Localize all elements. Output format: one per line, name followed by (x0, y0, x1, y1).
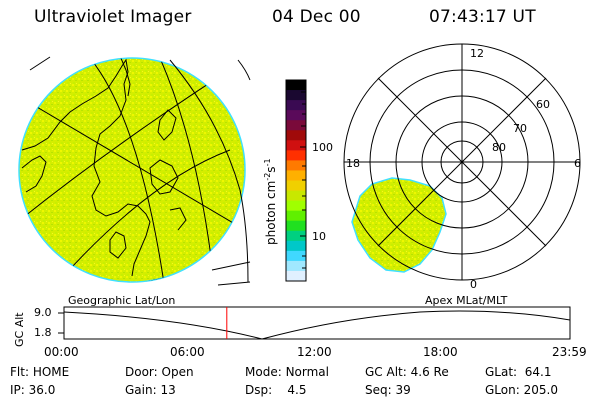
mlt-label-18: 18 (346, 157, 360, 170)
colorbar-tick-10: 10 (312, 230, 326, 243)
x-tick-0600: 06:00 (170, 345, 205, 359)
colorbar-segment (286, 140, 306, 151)
dsp-status: Dsp: 4.5 (245, 383, 307, 397)
x-tick-2359: 23:59 (552, 345, 587, 359)
x-tick-1800: 18:00 (423, 345, 458, 359)
glon-status: GLon: 205.0 (485, 383, 558, 397)
y-tick-1-8: 1.8 (34, 326, 52, 339)
y-tick-9: 9.0 (34, 306, 52, 319)
colorbar (286, 80, 306, 282)
door-status: Door: Open (125, 365, 194, 379)
geographic-label: Geographic Lat/Lon (68, 294, 176, 307)
colorbar-segment (286, 100, 306, 111)
colorbar-unit-label: photon cm-2s-1 (263, 158, 278, 245)
x-tick-0000: 00:00 (44, 345, 79, 359)
ip-status: IP: 36.0 (10, 383, 56, 397)
colorbar-tick-100: 100 (312, 141, 333, 154)
mlat-label-80: 80 (492, 141, 506, 154)
polar-image (343, 43, 581, 281)
mlt-label-12: 12 (470, 47, 484, 60)
gain-status: Gain: 13 (125, 383, 176, 397)
colorbar-segment (286, 80, 306, 91)
colorbar-segment (286, 190, 306, 202)
glat-status: GLat: 64.1 (485, 365, 552, 379)
colorbar-segment (286, 270, 306, 282)
apex-label: Apex MLat/MLT (425, 294, 508, 307)
mode-status: Mode: Normal (245, 365, 329, 379)
colorbar-segment (286, 160, 306, 171)
gc-alt-status: GC Alt: 4.6 Re (365, 365, 449, 379)
gc-alt-axis-label: GC Alt (13, 312, 26, 347)
x-tick-1200: 12:00 (297, 345, 332, 359)
colorbar-segment (286, 220, 306, 232)
time-readout: 07:43:17 UT (429, 7, 536, 27)
colorbar-segment (286, 260, 306, 272)
colorbar-segment (286, 210, 306, 222)
app-title: Ultraviolet Imager (34, 7, 192, 27)
mlt-label-0: 0 (470, 278, 477, 291)
mlat-label-70: 70 (513, 122, 527, 135)
colorbar-segment (286, 230, 306, 242)
date-readout: 04 Dec 00 (272, 7, 361, 27)
colorbar-segment (286, 110, 306, 121)
mlat-label-60: 60 (536, 98, 550, 111)
altitude-timeline (58, 306, 571, 340)
colorbar-segment (286, 90, 306, 101)
colorbar-segment (286, 120, 306, 131)
colorbar-segment (286, 170, 306, 181)
colorbar-segment (286, 200, 306, 212)
colorbar-ticks (300, 91, 306, 269)
colorbar-segment (286, 250, 306, 262)
colorbar-segment (286, 240, 306, 252)
colorbar-segment (286, 180, 306, 192)
mlt-label-6: 6 (574, 157, 581, 170)
flt-status: Flt: HOME (10, 365, 70, 379)
colorbar-segment (286, 150, 306, 161)
colorbar-segment (286, 130, 306, 141)
geographic-image (18, 56, 251, 286)
seq-status: Seq: 39 (365, 383, 411, 397)
